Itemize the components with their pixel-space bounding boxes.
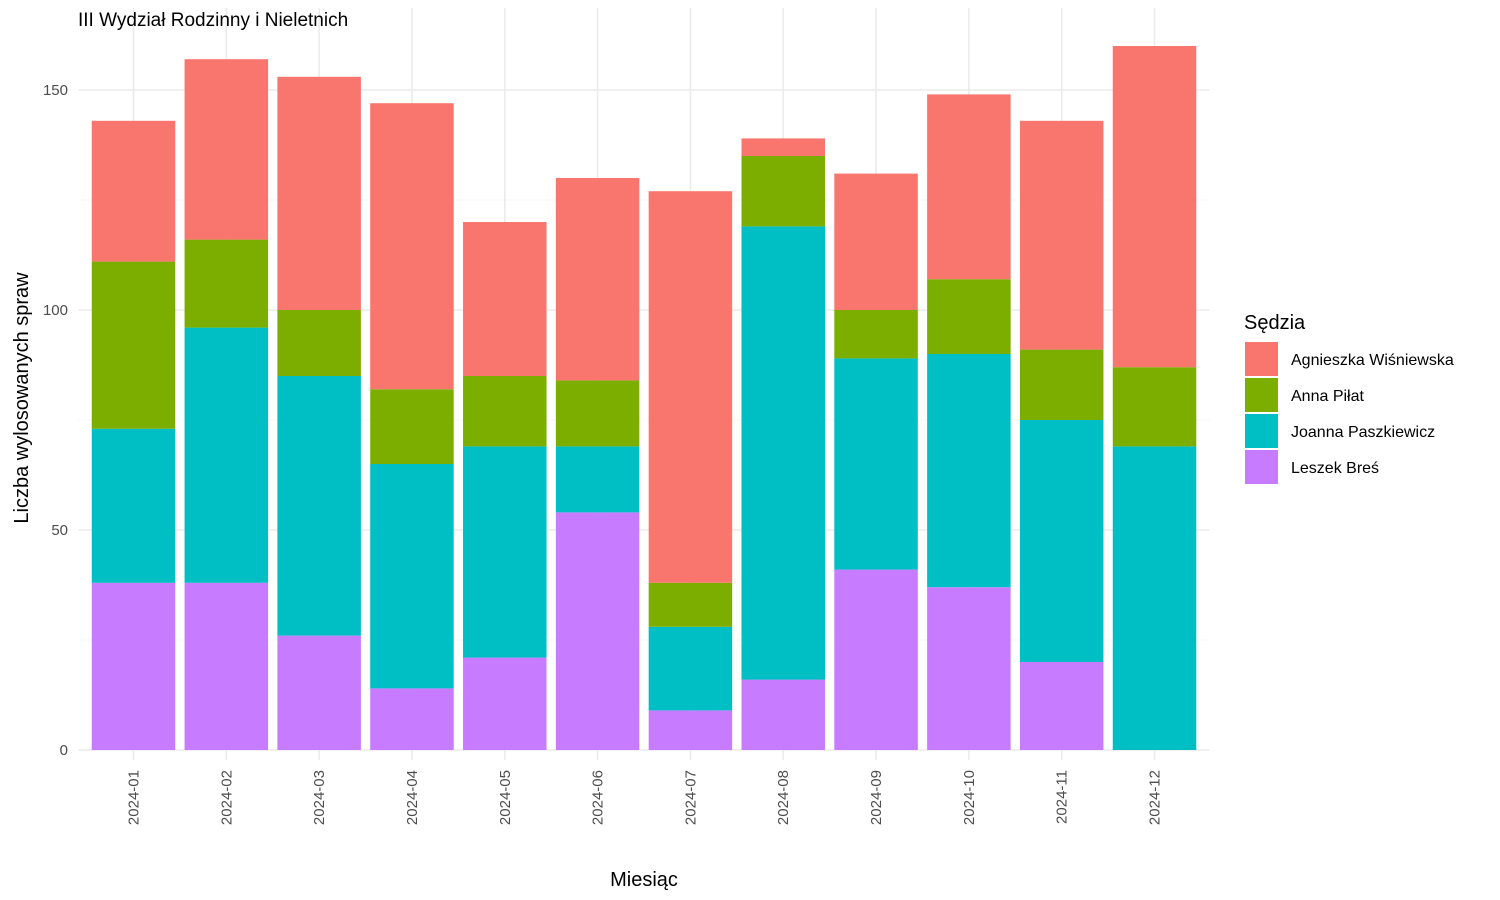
bar-segment: Leszek Breś — 2024-01: 38 bbox=[91, 582, 176, 750]
bar-segment: Joanna Paszkiewicz — 2024-01: 35 bbox=[91, 428, 176, 583]
bar-segment: Agnieszka Wiśniewska — 2024-07: 89 bbox=[648, 191, 733, 583]
bar-segment: Anna Piłat — 2024-03: 15 bbox=[277, 310, 361, 376]
legend-label: Joanna Paszkiewicz bbox=[1291, 424, 1435, 441]
bar-segment: Anna Piłat — 2024-02: 20 bbox=[184, 239, 269, 328]
bar-segment: Anna Piłat — 2024-10: 17 bbox=[927, 279, 1011, 354]
bar-segment: Agnieszka Wiśniewska — 2024-04: 65 bbox=[370, 103, 454, 390]
bar-segment: Joanna Paszkiewicz — 2024-06: 15 bbox=[555, 446, 640, 513]
bar-segment: Anna Piłat — 2024-07: 10 bbox=[648, 582, 733, 627]
x-axis-title: Miesiąc bbox=[610, 869, 678, 891]
bar-segment: Agnieszka Wiśniewska — 2024-05: 35 bbox=[463, 222, 547, 376]
bar-segment: Agnieszka Wiśniewska — 2024-10: 42 bbox=[927, 94, 1011, 280]
legend-label: Leszek Breś bbox=[1291, 460, 1379, 477]
x-tick-label: 2024-02 bbox=[218, 770, 235, 825]
x-tick-label: 2024-07 bbox=[682, 770, 699, 825]
bar-segment: Joanna Paszkiewicz — 2024-07: 19 bbox=[648, 626, 733, 711]
legend-label: Agnieszka Wiśniewska bbox=[1291, 352, 1454, 369]
bar-segment: Joanna Paszkiewicz — 2024-12: 69 bbox=[1112, 446, 1197, 750]
x-tick-label: 2024-11 bbox=[1054, 770, 1071, 824]
bar-segment: Agnieszka Wiśniewska — 2024-03: 53 bbox=[277, 76, 361, 310]
legend-swatch bbox=[1245, 450, 1278, 484]
bar-segment: Joanna Paszkiewicz — 2024-03: 59 bbox=[277, 376, 361, 636]
bar-segment: Leszek Breś — 2024-06: 54 bbox=[555, 512, 640, 750]
bar-segment: Agnieszka Wiśniewska — 2024-02: 41 bbox=[184, 59, 269, 240]
x-tick-label: 2024-09 bbox=[868, 770, 885, 825]
legend-swatch bbox=[1245, 378, 1278, 412]
y-tick-label: 0 bbox=[60, 742, 68, 759]
bar-segment: Leszek Breś — 2024-08: 16 bbox=[741, 679, 825, 750]
bar-segment: Leszek Breś — 2024-07: 9 bbox=[648, 710, 733, 750]
chart-title: III Wydział Rodzinny i Nieletnich bbox=[78, 10, 348, 31]
x-tick-label: 2024-12 bbox=[1147, 770, 1164, 825]
bar-segment: Anna Piłat — 2024-08: 16 bbox=[741, 156, 825, 227]
bar-segment: Leszek Breś — 2024-09: 41 bbox=[834, 569, 918, 750]
legend-swatch bbox=[1245, 414, 1278, 448]
legend: Sędzia Agnieszka Wiśniewska Anna Piłat Joa… bbox=[1244, 312, 1454, 484]
x-tick-label: 2024-06 bbox=[590, 770, 607, 825]
bar-segment: Joanna Paszkiewicz — 2024-02: 58 bbox=[184, 327, 269, 583]
bar-segment: Anna Piłat — 2024-11: 16 bbox=[1019, 349, 1104, 420]
bars: Leszek Breś — 2024-01: 38Joanna Paszkiew… bbox=[91, 46, 1197, 750]
bar-segment: Leszek Breś — 2024-10: 37 bbox=[927, 587, 1011, 750]
legend-label: Anna Piłat bbox=[1291, 388, 1364, 405]
x-tick-label: 2024-03 bbox=[311, 770, 328, 825]
y-tick-label: 100 bbox=[43, 302, 68, 319]
bar-segment: Anna Piłat — 2024-09: 11 bbox=[834, 310, 918, 359]
x-axis-ticks: 2024-01 2024-02 2024-03 2024-04 2024-05 2024-… bbox=[126, 770, 1164, 825]
bar-segment: Agnieszka Wiśniewska — 2024-08: 4 bbox=[741, 138, 825, 156]
bar-segment: Anna Piłat — 2024-05: 16 bbox=[463, 376, 547, 447]
bar-segment: Leszek Breś — 2024-02: 38 bbox=[184, 582, 269, 750]
x-tick-label: 2024-10 bbox=[961, 770, 978, 825]
bar-segment: Anna Piłat — 2024-01: 38 bbox=[91, 261, 176, 429]
bar-segment: Agnieszka Wiśniewska — 2024-12: 73 bbox=[1112, 46, 1197, 368]
x-tick-label: 2024-04 bbox=[404, 770, 421, 825]
x-tick-label: 2024-01 bbox=[126, 770, 143, 825]
bar-segment: Agnieszka Wiśniewska — 2024-11: 52 bbox=[1019, 120, 1104, 350]
bar-segment: Leszek Breś — 2024-04: 14 bbox=[370, 688, 454, 750]
bar-segment: Joanna Paszkiewicz — 2024-11: 55 bbox=[1019, 420, 1104, 662]
y-axis-ticks: 0 50 100 150 bbox=[43, 82, 68, 759]
y-tick-label: 50 bbox=[51, 522, 68, 539]
y-tick-label: 150 bbox=[43, 82, 68, 99]
bar-segment: Joanna Paszkiewicz — 2024-08: 103 bbox=[741, 226, 825, 680]
bar-segment: Joanna Paszkiewicz — 2024-05: 48 bbox=[463, 446, 547, 658]
bar-segment: Joanna Paszkiewicz — 2024-10: 53 bbox=[927, 354, 1011, 588]
bar-segment: Anna Piłat — 2024-06: 15 bbox=[555, 380, 640, 447]
bar-segment: Leszek Breś — 2024-03: 26 bbox=[277, 635, 361, 750]
bar-segment: Joanna Paszkiewicz — 2024-04: 51 bbox=[370, 464, 454, 689]
bar-segment: Agnieszka Wiśniewska — 2024-01: 32 bbox=[91, 120, 176, 262]
bar-segment: Joanna Paszkiewicz — 2024-09: 48 bbox=[834, 358, 918, 570]
legend-title: Sędzia bbox=[1244, 312, 1306, 334]
x-tick-label: 2024-05 bbox=[497, 770, 514, 825]
legend-swatch bbox=[1245, 342, 1278, 376]
bar-segment: Agnieszka Wiśniewska — 2024-09: 31 bbox=[834, 173, 918, 310]
bar-segment: Leszek Breś — 2024-11: 20 bbox=[1019, 662, 1104, 750]
bar-segment: Agnieszka Wiśniewska — 2024-06: 46 bbox=[555, 178, 640, 381]
bar-segment: Leszek Breś — 2024-05: 21 bbox=[463, 657, 547, 750]
x-tick-label: 2024-08 bbox=[775, 770, 792, 825]
bar-segment: Anna Piłat — 2024-12: 18 bbox=[1112, 367, 1197, 447]
y-axis-title: Liczba wylosowanych spraw bbox=[11, 272, 33, 524]
bar-segment: Anna Piłat — 2024-04: 17 bbox=[370, 389, 454, 464]
